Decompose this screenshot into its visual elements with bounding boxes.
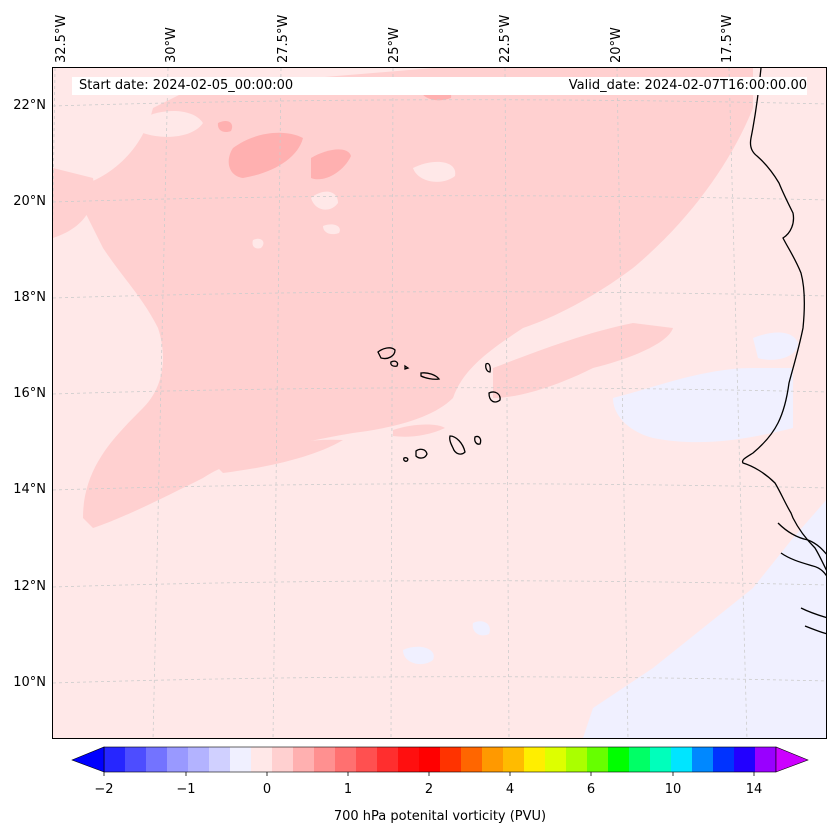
lon-label-27-5w: 27.5°W bbox=[276, 14, 291, 63]
colorbar-extend-min bbox=[71, 746, 105, 773]
colorbar bbox=[71, 746, 809, 776]
colorbar-tick-label: 6 bbox=[586, 782, 596, 797]
field-pale-blue-mid bbox=[613, 368, 793, 443]
start-date-label: Start date: 2024-02-05_00:00:00 bbox=[79, 78, 294, 93]
island-santiago bbox=[449, 435, 466, 455]
colorbar-cell bbox=[566, 747, 588, 772]
colorbar-cell bbox=[482, 747, 504, 772]
colorbar-tick-label: 14 bbox=[745, 782, 763, 797]
island-sal bbox=[485, 362, 491, 373]
colorbar-tick-label: 1 bbox=[343, 782, 353, 797]
colorbar-cell bbox=[314, 747, 336, 772]
colorbar-cell bbox=[713, 747, 735, 772]
field-pale-blue-blob-1 bbox=[753, 332, 798, 360]
colorbar-cell bbox=[419, 747, 441, 772]
colorbar-cell bbox=[524, 747, 546, 772]
colorbar-cell bbox=[650, 747, 672, 772]
pv-field-map bbox=[53, 68, 826, 738]
field-light-pink-streak-2 bbox=[393, 424, 445, 437]
lat-label-22n: 22°N bbox=[13, 98, 46, 113]
island-fogo bbox=[415, 448, 428, 459]
field-pale-patch-1 bbox=[143, 111, 203, 137]
colorbar-cell bbox=[440, 747, 462, 772]
field-medium-pink-2 bbox=[311, 149, 351, 180]
colorbar-tick-label: 4 bbox=[505, 782, 515, 797]
colorbar-cell bbox=[335, 747, 357, 772]
field-light-pink-band bbox=[73, 68, 753, 528]
field-medium-pink-1 bbox=[228, 132, 303, 178]
island-sao-nicolau bbox=[420, 372, 441, 380]
lat-label-10n: 10°N bbox=[13, 675, 46, 690]
field-light-pink-topleft bbox=[53, 168, 94, 238]
field-pale-patch-5 bbox=[323, 224, 340, 235]
colorbar-cell bbox=[104, 747, 126, 772]
lon-label-22-5w: 22.5°W bbox=[498, 14, 513, 63]
colorbar-cell bbox=[671, 747, 693, 772]
colorbar-cell bbox=[398, 747, 420, 772]
colorbar-cell bbox=[356, 747, 378, 772]
colorbar-cell bbox=[755, 747, 777, 772]
field-pale-patch-2 bbox=[413, 161, 456, 182]
date-info-bar bbox=[72, 77, 807, 95]
colorbar-cell bbox=[629, 747, 651, 772]
colorbar-cell bbox=[167, 747, 189, 772]
coastline-africa-south bbox=[777, 522, 826, 635]
island-santa-luzia bbox=[404, 364, 410, 370]
valid-date-label: Valid_date: 2024-02-07T16:00:00.00 bbox=[568, 78, 807, 93]
lon-label-25w: 25°W bbox=[387, 27, 402, 63]
colorbar-cell bbox=[587, 747, 609, 772]
colorbar-cell bbox=[272, 747, 294, 772]
colorbar-cell bbox=[230, 747, 252, 772]
island-sao-vicente bbox=[390, 360, 399, 367]
field-light-pink-streak-1 bbox=[213, 439, 343, 473]
colorbar-cell bbox=[503, 747, 525, 772]
lat-label-12n: 12°N bbox=[13, 579, 46, 594]
field-pale-blue-blob-2 bbox=[403, 646, 434, 665]
lon-label-32-5w: 32.5°W bbox=[54, 14, 69, 63]
map-panel[interactable] bbox=[52, 67, 827, 739]
colorbar-tick-label: 2 bbox=[424, 782, 434, 797]
cape-verde-islands bbox=[377, 347, 501, 462]
lon-label-20w: 20°W bbox=[609, 27, 624, 63]
island-boa-vista bbox=[488, 391, 501, 403]
colorbar-cell bbox=[209, 747, 231, 772]
field-pale-blue-blob-3 bbox=[472, 621, 490, 636]
colorbar-tick-label: 0 bbox=[262, 782, 272, 797]
graticule bbox=[53, 68, 826, 738]
field-light-pink-tongue bbox=[493, 323, 673, 398]
island-maio bbox=[474, 435, 482, 445]
island-santo-antao bbox=[377, 347, 396, 360]
lon-label-30w: 30°W bbox=[164, 27, 179, 63]
field-pale-patch-4 bbox=[252, 238, 264, 249]
colorbar-cell bbox=[734, 747, 756, 772]
colorbar-cell bbox=[377, 747, 399, 772]
field-medium-pink-3 bbox=[217, 120, 233, 133]
colorbar-cell bbox=[293, 747, 315, 772]
island-brava bbox=[403, 457, 409, 462]
colorbar-cell bbox=[545, 747, 567, 772]
lat-label-18n: 18°N bbox=[13, 290, 46, 305]
colorbar-cell bbox=[692, 747, 714, 772]
colorbar-title: 700 hPa potenital vorticity (PVU) bbox=[333, 809, 547, 824]
lon-label-17-5w: 17.5°W bbox=[720, 14, 735, 63]
colorbar-cell bbox=[608, 747, 630, 772]
colorbar-tick-label: −1 bbox=[176, 782, 196, 797]
lat-label-14n: 14°N bbox=[13, 482, 46, 497]
colorbar-cell bbox=[146, 747, 168, 772]
coastline-africa bbox=[741, 68, 826, 571]
lat-label-20n: 20°N bbox=[13, 194, 46, 209]
colorbar-cell bbox=[188, 747, 210, 772]
colorbar-cell bbox=[251, 747, 273, 772]
colorbar-tick-label: −2 bbox=[94, 782, 114, 797]
colorbar-tick-label: 10 bbox=[664, 782, 682, 797]
colorbar-extend-max bbox=[775, 746, 809, 773]
colorbar-cell bbox=[461, 747, 483, 772]
colorbar-cell bbox=[125, 747, 147, 772]
field-pale-blue-east bbox=[583, 500, 826, 738]
lat-label-16n: 16°N bbox=[13, 386, 46, 401]
